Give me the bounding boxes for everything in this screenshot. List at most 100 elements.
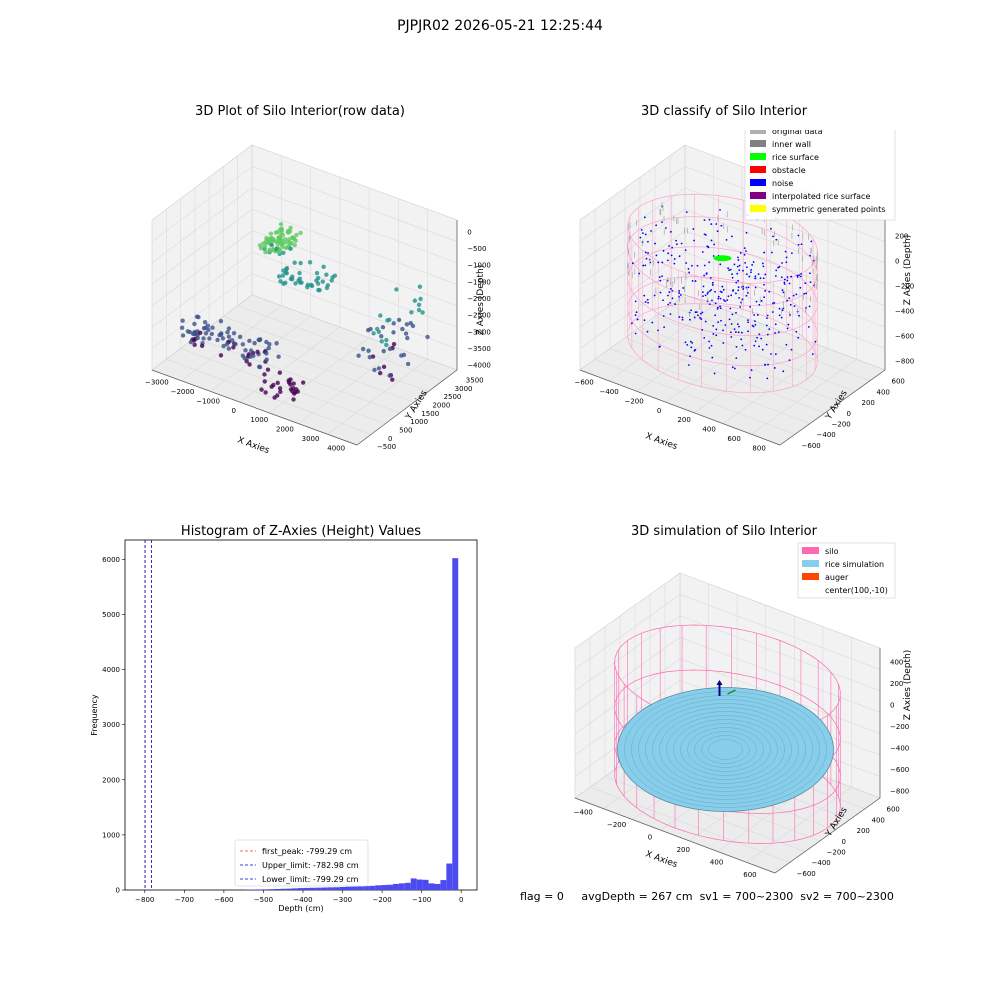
panel2-noise-point bbox=[733, 328, 736, 331]
panel2-noise-point bbox=[749, 305, 752, 308]
panel2-noise-point bbox=[666, 259, 669, 262]
panel1-point bbox=[262, 379, 267, 384]
panel2-noise-point bbox=[752, 261, 755, 263]
panel2-noise-point bbox=[701, 328, 704, 331]
panel1-point bbox=[394, 287, 399, 292]
panel2-noise-point bbox=[653, 294, 656, 297]
panel2-noise-point bbox=[694, 311, 697, 314]
panel4-auger-arrow bbox=[716, 680, 723, 685]
panel1-point bbox=[329, 278, 334, 283]
panel4-title: 3D simulation of Silo Interior bbox=[631, 524, 817, 539]
panel4-xtick: 600 bbox=[743, 871, 756, 879]
panel2-noise-point bbox=[713, 243, 716, 246]
panel2-noise-point bbox=[736, 272, 739, 275]
panel1-point bbox=[247, 338, 252, 344]
panel2-noise-point bbox=[716, 230, 719, 233]
panel2-noise-point bbox=[730, 294, 733, 297]
panel2-legend-label: inner wall bbox=[772, 140, 811, 149]
panel1-point bbox=[261, 241, 266, 246]
panel2-noise-point bbox=[735, 311, 737, 314]
panel1-point bbox=[255, 349, 260, 355]
panel2-noise-point bbox=[814, 340, 817, 343]
panel2-noise-point bbox=[711, 356, 714, 359]
panel1-point bbox=[226, 346, 232, 351]
panel2-noise-point bbox=[743, 253, 746, 256]
panel2-noise-point bbox=[788, 359, 791, 361]
panel1-point bbox=[274, 341, 279, 346]
panel2-noise-point bbox=[634, 332, 637, 335]
panel2-noise-point bbox=[717, 321, 720, 324]
panel2-noise-point bbox=[701, 251, 704, 253]
panel2-noise-point bbox=[775, 269, 778, 272]
panel4-ytick: 400 bbox=[872, 816, 885, 824]
panel3-bar bbox=[256, 889, 263, 890]
panel1-point bbox=[378, 370, 383, 376]
panel2-xtick: 200 bbox=[677, 416, 690, 424]
panel2-noise-point bbox=[803, 292, 806, 295]
panel1-ytick: 1000 bbox=[410, 418, 428, 426]
panel4-zlabel: Z Axies (Depth) bbox=[903, 650, 913, 721]
panel1-grid bbox=[251, 209, 458, 285]
panel2-noise-point bbox=[731, 366, 734, 369]
panel4-grid bbox=[746, 787, 852, 863]
panel2-grid bbox=[608, 305, 714, 381]
panel1-ztick: −4000 bbox=[467, 362, 491, 370]
panel2-noise-point bbox=[754, 323, 757, 326]
panel1-point bbox=[218, 331, 224, 336]
panel1-ztick: 0 bbox=[467, 228, 471, 236]
panel2-legend-box bbox=[744, 130, 896, 221]
panel4-legend-label: rice simulation bbox=[825, 560, 884, 569]
panel1-ztick: −1000 bbox=[467, 262, 491, 270]
panel2-noise-point bbox=[783, 278, 786, 281]
panel3-bar bbox=[422, 879, 429, 890]
panel2-noise-point bbox=[767, 363, 769, 366]
panel2-noise-point bbox=[783, 283, 786, 285]
panel2-ytick: 400 bbox=[877, 388, 890, 396]
panel1-point bbox=[381, 364, 387, 370]
panel1-point bbox=[263, 390, 268, 395]
panel1-point bbox=[420, 310, 425, 315]
panel2-noise-point bbox=[700, 318, 703, 321]
panel2-noise-point bbox=[811, 353, 814, 356]
panel1-grid bbox=[239, 326, 341, 403]
panel2-noise-point bbox=[754, 320, 756, 323]
panel1-point bbox=[203, 325, 208, 330]
panel2-noise-point bbox=[808, 305, 811, 308]
panel2-noise-point bbox=[742, 288, 745, 290]
panel2-ytick: −600 bbox=[802, 442, 821, 450]
panel1-ztick: −500 bbox=[467, 245, 486, 253]
panel2-grid bbox=[684, 187, 886, 264]
panel4-rice-contour bbox=[638, 699, 813, 800]
panel2-noise-point bbox=[645, 257, 648, 260]
panel2-noise-point bbox=[695, 311, 698, 313]
panel1-point bbox=[292, 242, 297, 248]
panel1-point bbox=[272, 395, 277, 400]
panel2-noise-point bbox=[710, 223, 713, 225]
panel4-rice-contour bbox=[624, 691, 827, 808]
panel1-point bbox=[225, 329, 230, 335]
panel1-ztick: −1500 bbox=[467, 278, 491, 286]
panel1-point bbox=[268, 231, 274, 236]
panel1-point bbox=[288, 246, 293, 251]
panel2-noise-point bbox=[729, 307, 732, 310]
panel1-point bbox=[391, 321, 396, 326]
panel1-point bbox=[271, 382, 276, 388]
panel1-point bbox=[277, 370, 283, 375]
panel2-ztick: −200 bbox=[895, 283, 914, 291]
panel1-point bbox=[276, 274, 282, 279]
panel2-silo-wireframe bbox=[627, 193, 818, 394]
panel2-noise-point bbox=[735, 281, 738, 284]
panel1-point bbox=[195, 335, 200, 341]
panel1-point bbox=[324, 272, 329, 277]
panel1-point bbox=[288, 225, 293, 230]
panel4-ztick: −400 bbox=[890, 744, 909, 752]
panel2-noise-point bbox=[662, 299, 664, 302]
panel2-noise-point bbox=[688, 271, 691, 274]
panel2-noise-point bbox=[768, 290, 771, 293]
panel1-point bbox=[284, 271, 289, 276]
panel2-noise-point bbox=[795, 293, 798, 296]
panel2-silo-ring bbox=[627, 246, 818, 337]
panel2-noise-point bbox=[739, 306, 742, 308]
panel1-point bbox=[289, 240, 294, 246]
panel2-noise-point bbox=[753, 314, 756, 316]
